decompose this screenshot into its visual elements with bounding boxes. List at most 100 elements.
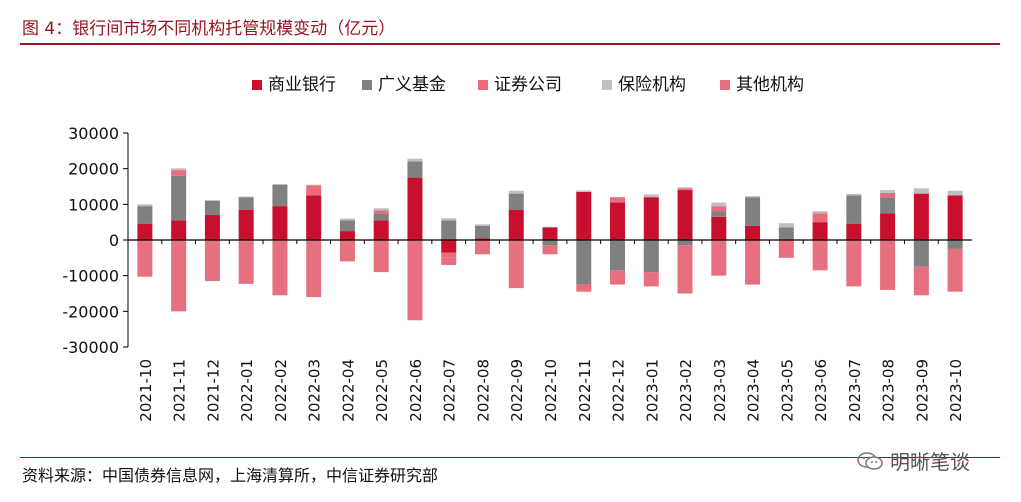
bar-segment-2-2021-10 <box>137 240 153 243</box>
bar-segment-1-2023-04 <box>745 197 761 226</box>
bar-segment-0-2023-04 <box>745 225 761 240</box>
bar-segment-0-2023-01 <box>643 197 659 240</box>
bar-segment-2-2022-03 <box>306 185 322 196</box>
bar-segment-0-2023-07 <box>846 223 862 240</box>
bar-segment-0-2022-02 <box>272 206 288 240</box>
bar-segment-4-2022-05 <box>373 240 389 273</box>
bar-segment-4-2022-09 <box>508 240 524 289</box>
bar-segment-0-2023-10 <box>947 195 963 240</box>
bar-segment-4-2023-04 <box>745 240 761 285</box>
watermark-text: 明晰笔谈 <box>890 450 970 474</box>
legend-swatch <box>720 80 730 90</box>
bar-segment-1-2021-11 <box>171 175 187 221</box>
bar-segment-4-2023-08 <box>880 240 896 290</box>
bar-segment-1-2023-10 <box>947 240 963 249</box>
bar-segment-4-2022-02 <box>272 240 288 296</box>
bar-segment-1-2022-10 <box>542 240 558 246</box>
y-tick-label: -10000 <box>62 267 119 286</box>
bar-segment-2-2023-08 <box>880 192 896 198</box>
bar-segment-3-2022-07 <box>441 218 457 221</box>
bar-segment-3-2022-11 <box>576 190 592 192</box>
bar-segment-1-2022-08 <box>474 225 490 239</box>
bar-segment-0-2022-05 <box>373 220 389 240</box>
x-tick-label: 2022-06 <box>407 359 425 422</box>
bar-segment-1-2021-10 <box>137 206 153 224</box>
bar-segment-3-2022-06 <box>407 158 423 162</box>
bar-segment-3-2022-01 <box>238 196 254 198</box>
bar-segment-2-2023-03 <box>711 206 727 212</box>
bar-segment-3-2021-12 <box>204 200 220 201</box>
bar-segment-4-2023-01 <box>643 272 659 287</box>
legend-label: 商业银行 <box>268 75 336 95</box>
bar-segment-1-2022-12 <box>610 240 626 271</box>
x-tick-label: 2022-02 <box>272 359 290 422</box>
y-tick-label: -20000 <box>62 302 119 321</box>
bar-segment-3-2023-01 <box>643 194 659 198</box>
bar-segment-3-2023-07 <box>846 193 862 196</box>
bar-segment-2-2021-11 <box>171 170 187 176</box>
bar-segment-4-2022-03 <box>306 240 322 298</box>
bar-segment-4-2023-09 <box>913 266 929 296</box>
y-tick-label: 20000 <box>68 160 119 179</box>
x-tick-label: 2023-08 <box>880 359 898 422</box>
bar-segment-1-2022-07 <box>441 220 457 240</box>
bar-segment-0-2023-06 <box>812 222 828 240</box>
bar-segment-1-2021-12 <box>204 200 220 216</box>
bar-segment-4-2023-03 <box>711 240 727 276</box>
x-tick-label: 2023-10 <box>947 359 965 422</box>
bar-segment-3-2022-08 <box>474 224 490 226</box>
bar-segment-3-2023-09 <box>913 188 929 194</box>
legend-swatch <box>362 80 372 90</box>
bar-segment-2-2022-11 <box>576 284 592 290</box>
x-tick-label: 2023-02 <box>677 359 695 422</box>
bar-segment-4-2023-05 <box>778 240 794 258</box>
y-tick-label: 0 <box>109 231 119 250</box>
bar-segment-1-2023-08 <box>880 197 896 214</box>
bar-segment-2-2023-02 <box>677 188 693 191</box>
title-divider <box>20 43 1000 45</box>
bar-segment-1-2023-07 <box>846 195 862 224</box>
bar-segment-1-2023-05 <box>778 227 794 240</box>
bar-segment-4-2022-08 <box>474 240 490 255</box>
bar-segment-4-2022-04 <box>339 240 355 262</box>
bar-segment-3-2022-10 <box>542 226 558 228</box>
bar-segment-3-2023-03 <box>711 202 727 207</box>
legend-swatch <box>602 80 612 90</box>
x-tick-label: 2022-09 <box>508 359 526 422</box>
legend-swatch <box>252 80 262 90</box>
bar-segment-4-2022-07 <box>441 257 457 265</box>
bar-segment-3-2023-06 <box>812 211 828 214</box>
bar-segment-3-2023-02 <box>677 187 693 189</box>
bar-segment-4-2023-06 <box>812 240 828 271</box>
x-tick-label: 2023-06 <box>812 359 830 422</box>
x-tick-label: 2022-03 <box>306 359 324 422</box>
bar-segment-3-2022-05 <box>373 208 389 211</box>
bar-segment-3-2023-05 <box>778 223 794 228</box>
y-tick-label: 30000 <box>68 124 119 143</box>
bar-segment-1-2022-04 <box>339 220 355 232</box>
x-tick-label: 2022-11 <box>576 359 594 422</box>
bar-segment-3-2022-04 <box>339 218 355 221</box>
y-tick-label: 10000 <box>68 195 119 214</box>
x-tick-label: 2022-04 <box>339 359 357 422</box>
bar-segment-1-2022-02 <box>272 184 288 207</box>
x-tick-label: 2022-12 <box>610 359 628 422</box>
bar-segment-0-2021-11 <box>171 220 187 240</box>
bar-segment-0-2023-09 <box>913 193 929 240</box>
bar-segment-0-2022-12 <box>610 202 626 240</box>
chart-title: 图 4：银行间市场不同机构托管规模变动（亿元） <box>22 19 396 39</box>
legend-swatch <box>478 80 488 90</box>
bar-segment-1-2022-01 <box>238 197 254 210</box>
x-tick-label: 2023-01 <box>643 359 661 422</box>
bar-segment-3-2022-09 <box>508 190 524 194</box>
bar-segment-1-2022-09 <box>508 193 524 210</box>
bar-segment-3-2023-04 <box>745 196 761 198</box>
bar-segment-2-2022-07 <box>441 252 457 258</box>
bar-segment-4-2022-11 <box>576 289 592 292</box>
legend-label: 其他机构 <box>736 75 804 95</box>
bar-segment-1-2023-09 <box>913 240 929 267</box>
bar-segment-1-2022-06 <box>407 161 423 178</box>
x-tick-label: 2023-09 <box>913 359 931 422</box>
bar-segment-3-2022-03 <box>306 184 322 186</box>
